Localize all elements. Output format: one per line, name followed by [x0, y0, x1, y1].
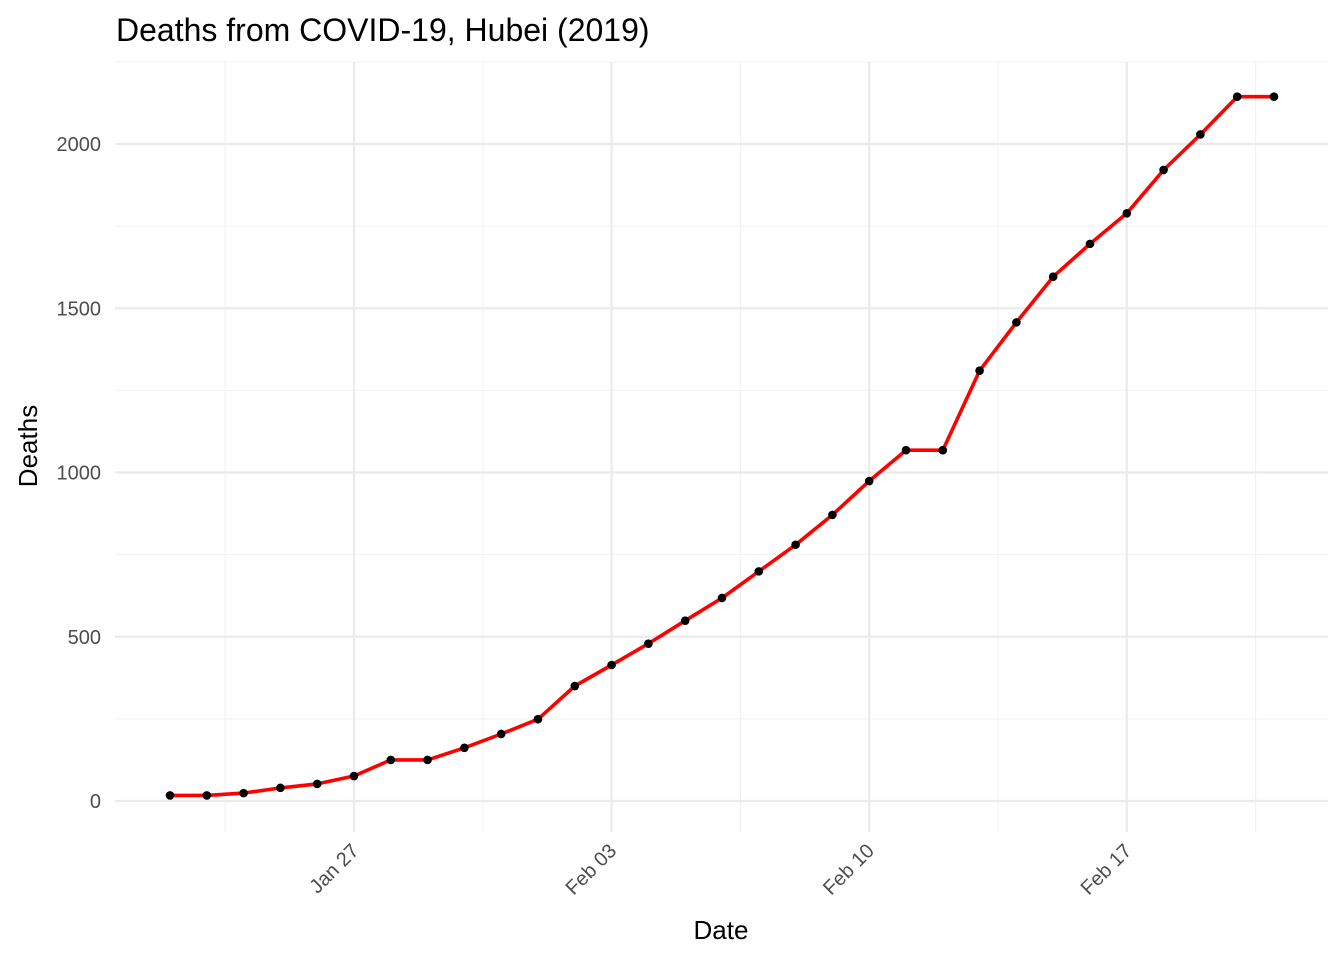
y-tick-label: 1000 — [57, 463, 102, 485]
data-point — [570, 681, 580, 691]
data-point — [202, 791, 212, 800]
data-point — [1159, 165, 1168, 175]
x-axis-title: Date — [694, 915, 749, 945]
data-point — [1269, 92, 1279, 101]
data-point — [276, 783, 285, 793]
data-point — [864, 476, 874, 486]
y-tick-label: 0 — [90, 791, 101, 813]
data-point — [1048, 272, 1058, 282]
data-point — [901, 445, 911, 455]
data-point — [386, 755, 396, 765]
x-tick-label: Jan 27 — [306, 840, 364, 898]
data-point — [644, 639, 653, 648]
data-point — [239, 788, 248, 798]
series-deaths — [165, 92, 1279, 800]
data-point — [496, 729, 506, 739]
data-point — [165, 791, 175, 800]
data-point — [349, 771, 359, 781]
data-point — [717, 593, 727, 603]
x-tick-label: Feb 17 — [1077, 840, 1137, 900]
grid — [115, 61, 1328, 832]
data-point — [423, 755, 432, 765]
data-point — [938, 445, 948, 455]
data-point — [975, 366, 984, 375]
data-point — [791, 540, 800, 550]
x-tick-label: Feb 03 — [562, 840, 622, 900]
data-point — [1085, 239, 1095, 249]
data-point — [754, 567, 764, 576]
data-point — [460, 743, 469, 753]
data-point — [1122, 209, 1132, 218]
series-line — [168, 94, 1276, 798]
y-tick-label: 1500 — [57, 298, 102, 320]
tick-labels: 0 500 1000 1500 2000 Jan 27 Feb 03 Feb 10 Feb 17 — [57, 134, 1137, 900]
data-point — [1232, 92, 1242, 101]
data-point — [533, 714, 543, 724]
data-point — [607, 660, 616, 670]
x-tick-label: Feb 10 — [819, 840, 879, 900]
data-point — [828, 510, 837, 520]
y-axis-title: Deaths — [13, 405, 43, 487]
data-point — [1012, 318, 1021, 327]
data-point — [680, 616, 690, 625]
chart-title: Deaths from COVID-19, Hubei (2019) — [116, 12, 650, 48]
data-point — [312, 779, 322, 789]
y-tick-label: 500 — [68, 627, 101, 649]
data-point — [1196, 130, 1205, 139]
y-tick-label: 2000 — [57, 134, 102, 156]
